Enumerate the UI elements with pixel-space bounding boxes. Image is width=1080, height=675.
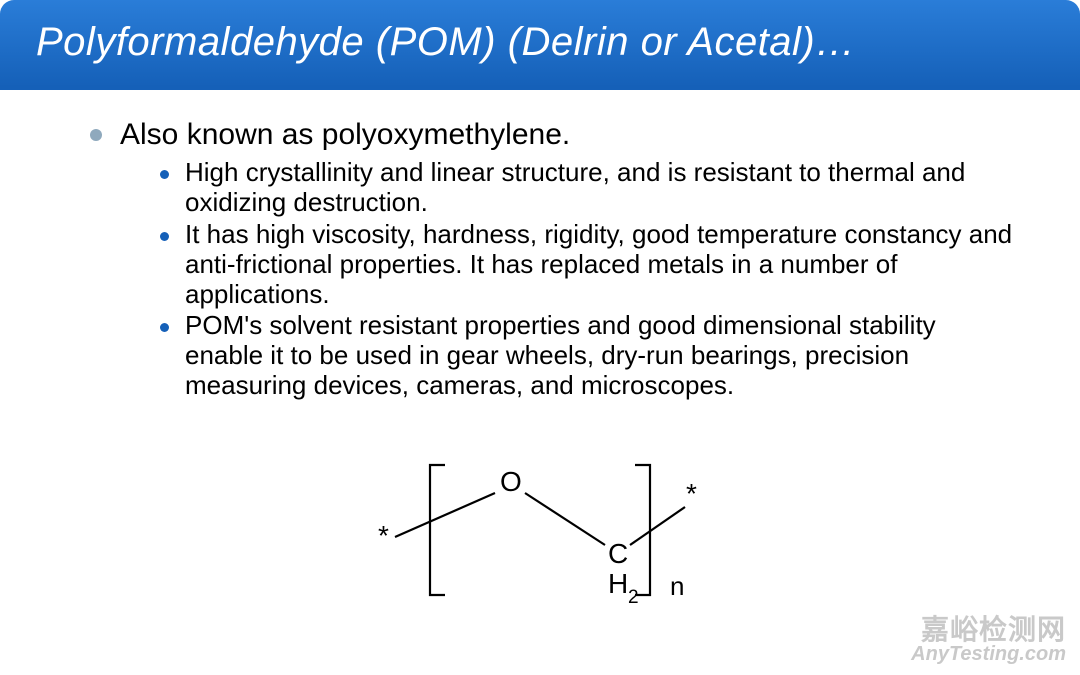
bullet-dot-icon [160,323,169,332]
diagram-label-O: O [500,466,522,497]
diagram-label-sub2: 2 [628,587,639,608]
bullet-dot-icon [160,232,169,241]
bullet-dot-icon [160,170,169,179]
sub-bullet-text: It has high viscosity, hardness, rigidit… [185,220,1020,310]
sub-bullet-list: High crystallinity and linear structure,… [160,158,1020,401]
watermark: 嘉峪检测网 AnyTesting.com [911,615,1066,665]
main-bullet-text: Also known as polyoxymethylene. [120,118,570,152]
sub-bullet-item: High crystallinity and linear structure,… [160,158,1020,218]
sub-bullet-text: POM's solvent resistant properties and g… [185,311,1020,401]
sub-bullet-text: High crystallinity and linear structure,… [185,158,1020,218]
slide-title-bar: Polyformaldehyde (POM) (Delrin or Acetal… [0,0,1080,87]
diagram-label-n: n [670,571,684,601]
sub-bullet-item: It has high viscosity, hardness, rigidit… [160,220,1020,310]
watermark-line2: AnyTesting.com [911,644,1066,665]
bullet-dot-icon [90,129,102,141]
chemical-structure-diagram: * O C H 2 * n [330,445,750,630]
diagram-label-C: C [608,538,628,569]
sub-bullet-item: POM's solvent resistant properties and g… [160,311,1020,401]
slide-title: Polyformaldehyde (POM) (Delrin or Acetal… [36,20,1050,65]
watermark-line1: 嘉峪检测网 [911,615,1066,644]
diagram-label-H: H [608,568,628,599]
diagram-star-left: * [378,520,389,551]
slide-body: Also known as polyoxymethylene. High cry… [0,90,1080,401]
main-bullet-item: Also known as polyoxymethylene. [90,118,1020,152]
diagram-star-right: * [686,478,697,509]
